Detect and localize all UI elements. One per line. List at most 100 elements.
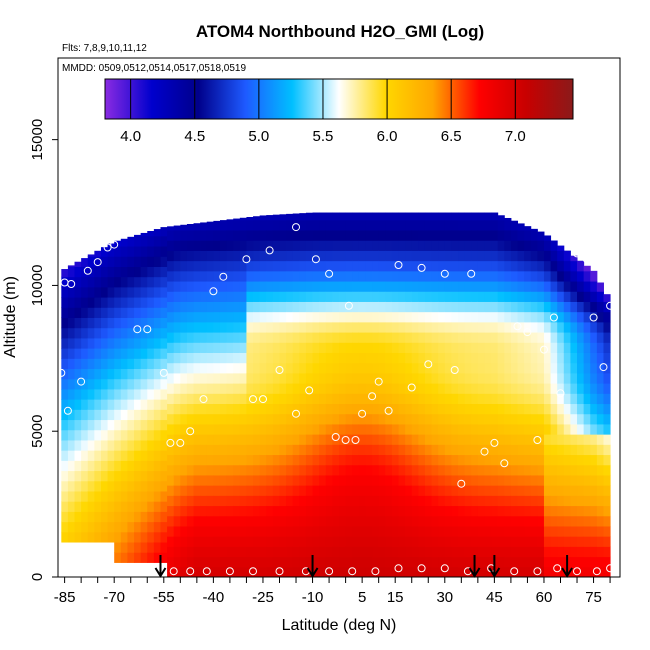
flight-marker-arrow bbox=[488, 555, 501, 578]
heatmap-cell bbox=[411, 434, 419, 445]
heatmap-cell bbox=[550, 362, 558, 374]
heatmap-cell bbox=[127, 460, 135, 472]
heatmap-cell bbox=[147, 246, 155, 257]
heatmap-cell bbox=[583, 454, 591, 466]
heatmap-cell bbox=[431, 464, 439, 476]
heatmap-cell bbox=[193, 230, 201, 241]
heatmap-cell bbox=[140, 368, 148, 380]
heatmap-cell bbox=[464, 403, 472, 415]
heatmap-cell bbox=[127, 297, 135, 308]
heatmap-cell bbox=[550, 525, 558, 537]
heatmap-cell bbox=[107, 419, 115, 431]
heatmap-cell bbox=[325, 423, 333, 435]
heatmap-cell bbox=[233, 250, 241, 262]
heatmap-cell bbox=[127, 511, 135, 523]
heatmap-cell bbox=[147, 460, 155, 472]
heatmap-cell bbox=[266, 230, 274, 241]
heatmap-cell bbox=[319, 546, 327, 558]
heatmap-cell bbox=[563, 393, 571, 405]
heatmap-cell bbox=[279, 474, 287, 486]
heatmap-cell bbox=[299, 260, 307, 272]
heatmap-cell bbox=[206, 270, 214, 282]
heatmap-cell bbox=[458, 383, 466, 394]
heatmap-cell bbox=[484, 403, 492, 415]
heatmap-cell bbox=[120, 399, 128, 410]
heatmap-cell bbox=[279, 311, 287, 323]
heatmap-cell bbox=[398, 556, 406, 568]
heatmap-cell bbox=[74, 368, 82, 380]
heatmap-cell bbox=[213, 423, 221, 435]
heatmap-cell bbox=[246, 219, 254, 231]
colorbar-tick-label: 5.5 bbox=[313, 128, 334, 145]
observation-point bbox=[202, 567, 211, 576]
heatmap-cell bbox=[431, 219, 439, 231]
heatmap-cell bbox=[497, 505, 505, 517]
heatmap-cell bbox=[345, 240, 353, 251]
heatmap-cell bbox=[385, 321, 393, 333]
heatmap-cell bbox=[451, 230, 459, 241]
heatmap-cell bbox=[292, 213, 300, 221]
heatmap-cell bbox=[411, 260, 419, 272]
heatmap-cell bbox=[87, 501, 95, 512]
heatmap-cell bbox=[286, 270, 294, 282]
heatmap-cell bbox=[405, 474, 413, 486]
heatmap-cell bbox=[424, 383, 433, 394]
heatmap-cell bbox=[438, 515, 446, 527]
x-tick-label: -70 bbox=[103, 589, 125, 606]
heatmap-cell bbox=[67, 429, 76, 441]
x-tick-label: -55 bbox=[153, 589, 175, 606]
heatmap-cell bbox=[114, 358, 122, 370]
heatmap-cell bbox=[134, 521, 142, 533]
heatmap-cell bbox=[543, 536, 552, 547]
heatmap-cell bbox=[246, 505, 254, 517]
heatmap-cell bbox=[140, 480, 148, 492]
heatmap-cell bbox=[444, 281, 452, 292]
heatmap-cell bbox=[127, 307, 135, 318]
heatmap-cell bbox=[524, 226, 532, 231]
observation-point bbox=[424, 360, 433, 369]
heatmap-cell bbox=[253, 546, 261, 558]
heatmap-cell bbox=[543, 372, 552, 384]
heatmap-cell bbox=[358, 434, 366, 445]
heatmap-cell bbox=[424, 556, 433, 568]
heatmap-cell bbox=[147, 256, 155, 267]
heatmap-cell bbox=[160, 542, 168, 553]
heatmap-cell bbox=[451, 444, 459, 456]
heatmap-cell bbox=[226, 321, 234, 333]
observation-point bbox=[589, 313, 598, 322]
heatmap-cell bbox=[385, 281, 393, 292]
heatmap-cell bbox=[186, 423, 195, 435]
heatmap-cell bbox=[219, 291, 228, 302]
heatmap-cell bbox=[451, 352, 459, 364]
heatmap-cell bbox=[352, 505, 360, 517]
observation-point bbox=[407, 383, 416, 392]
heatmap-cell bbox=[405, 444, 413, 456]
heatmap-cell bbox=[418, 291, 426, 302]
heatmap-cell bbox=[557, 372, 565, 384]
heatmap-cell bbox=[219, 536, 228, 547]
heatmap-cell bbox=[517, 362, 525, 374]
heatmap-cell bbox=[147, 480, 155, 492]
heatmap-cell bbox=[583, 403, 591, 415]
heatmap-cell bbox=[272, 454, 280, 466]
heatmap-cell bbox=[563, 362, 571, 374]
heatmap-cell bbox=[504, 301, 512, 313]
heatmap-cell bbox=[477, 250, 485, 262]
heatmap-cell bbox=[372, 546, 380, 558]
heatmap-cell bbox=[127, 552, 135, 563]
heatmap-cell bbox=[424, 240, 433, 251]
heatmap-cell bbox=[537, 556, 545, 568]
heatmap-cell bbox=[477, 393, 485, 405]
heatmap-cell bbox=[504, 217, 512, 221]
heatmap-cell bbox=[365, 444, 373, 456]
heatmap-cell bbox=[134, 480, 142, 492]
heatmap-cell bbox=[438, 464, 446, 476]
heatmap-cell bbox=[120, 348, 128, 359]
heatmap-cell bbox=[173, 362, 181, 374]
heatmap-cell bbox=[431, 230, 439, 241]
heatmap-cell bbox=[332, 556, 340, 568]
heatmap-cell bbox=[583, 270, 591, 282]
heatmap-cell bbox=[61, 269, 69, 278]
heatmap-cell bbox=[378, 393, 386, 405]
heatmap-cell bbox=[570, 342, 578, 353]
